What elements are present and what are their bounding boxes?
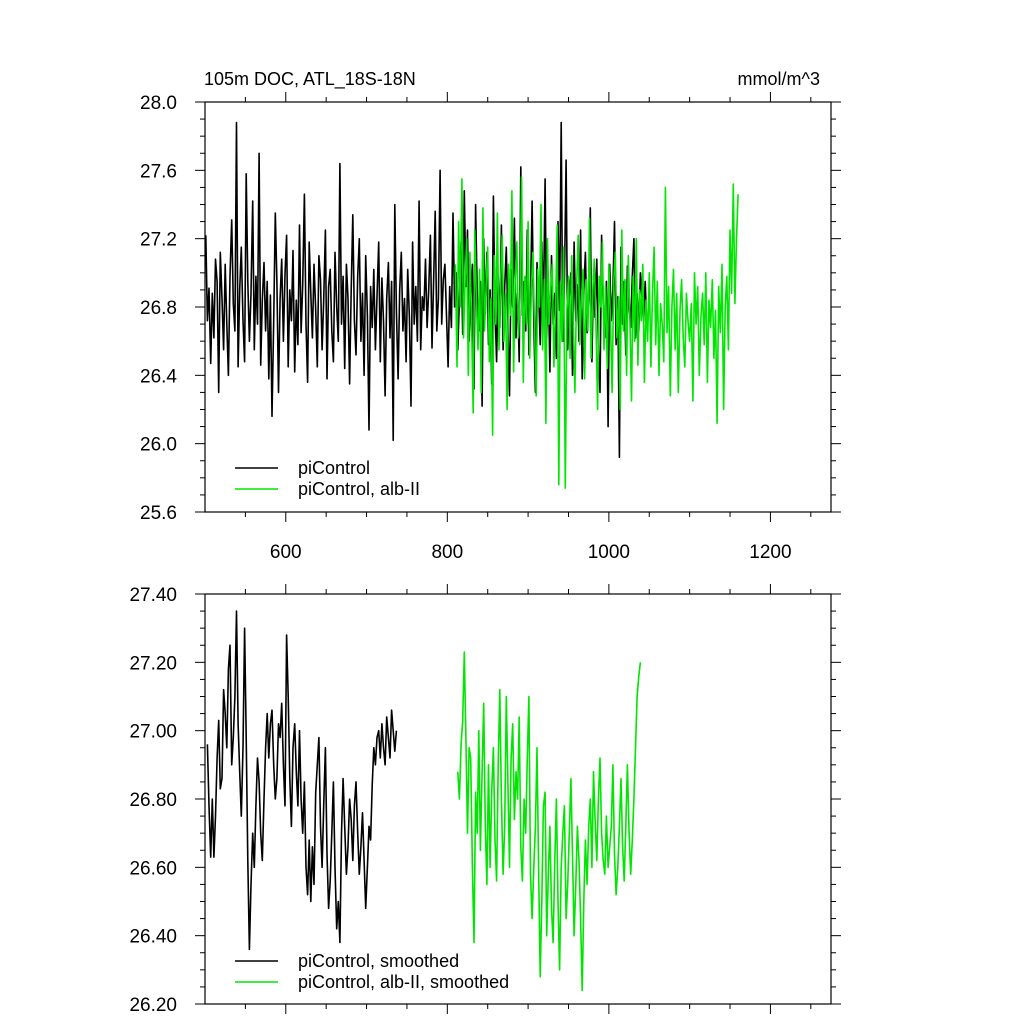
bottom-y-tick-label: 26.40 xyxy=(129,927,177,948)
bottom-y-tick-label: 27.20 xyxy=(129,653,177,674)
bottom-legend-label-1: piControl, alb-II, smoothed xyxy=(298,972,509,992)
top-x-tick-label: 800 xyxy=(431,542,463,563)
top-series-layer xyxy=(205,121,739,489)
top-y-tick-label: 27.2 xyxy=(140,230,177,251)
top-y-tick-label: 26.0 xyxy=(140,435,177,456)
top-x-tick-label: 600 xyxy=(270,542,302,563)
bottom-axes-layer: 26.20 26.40 26.60 26.80 27.00 27.20 27.40 xyxy=(129,584,841,1016)
top-y-tick-label: 27.6 xyxy=(140,161,177,182)
bottom-y-tick-label: 27.00 xyxy=(129,722,177,743)
top-y-tick-label: 26.8 xyxy=(140,298,177,319)
bottom-panel: 26.20 26.40 26.60 26.80 27.00 27.20 27.40 piCo… xyxy=(129,584,841,1016)
top-panel-title: 105m DOC, ATL_18S-18N xyxy=(204,69,416,90)
top-legend-label-0: piControl xyxy=(298,458,370,478)
bottom-legend-label-0: piControl, smoothed xyxy=(298,951,459,971)
bottom-series-layer xyxy=(206,610,642,992)
bottom-y-tick-label: 26.20 xyxy=(129,995,177,1016)
top-x-tick-label: 1000 xyxy=(588,542,630,563)
top-axes-layer: 25.6 26.0 26.4 26.8 27.2 27.6 28.0 600 800 1000 12… xyxy=(140,92,841,563)
top-y-tick-label: 26.4 xyxy=(140,366,177,387)
top-y-tick-label: 28.0 xyxy=(140,93,177,114)
top-panel-units: mmol/m^3 xyxy=(738,69,820,89)
bottom-y-tick-label: 26.60 xyxy=(129,858,177,879)
top-panel: 105m DOC, ATL_18S-18N mmol/m^3 25.626.02… xyxy=(140,69,841,563)
top-x-tick-label: 1200 xyxy=(749,542,791,563)
top-legend-label-1: piControl, alb-II xyxy=(298,479,420,499)
bottom-y-tick-label: 27.40 xyxy=(129,585,177,606)
top-y-tick-label: 25.6 xyxy=(140,503,177,524)
bottom-series-line-0 xyxy=(206,610,398,951)
top-series-line-0 xyxy=(205,121,648,459)
top-series-line-1 xyxy=(454,176,739,489)
bottom-y-tick-label: 26.80 xyxy=(129,790,177,811)
bottom-series-line-1 xyxy=(457,651,642,992)
